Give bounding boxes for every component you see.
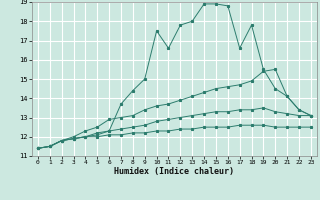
X-axis label: Humidex (Indice chaleur): Humidex (Indice chaleur) xyxy=(115,167,234,176)
